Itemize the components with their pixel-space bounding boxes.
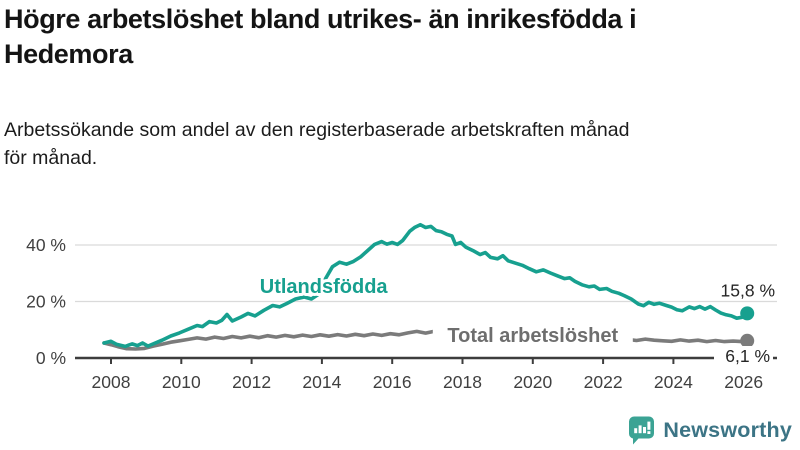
chart-title-line2: Hedemora <box>4 39 133 69</box>
x-tick-label-2026: 2026 <box>724 372 763 392</box>
y-tick-label-0: 0 % <box>36 348 66 368</box>
x-tick-label-2022: 2022 <box>584 372 623 392</box>
chart-subtitle-line1: Arbetssökande som andel av den registerb… <box>4 119 630 141</box>
total-arbetsloshet-label-bg <box>432 324 633 347</box>
utlandsfodda-end-label: 15,8 % <box>721 280 775 300</box>
total-arbetsloshet-end-dot <box>740 333 755 348</box>
x-tick-label-2008: 2008 <box>92 372 131 392</box>
x-tick-label-2014: 2014 <box>302 372 341 392</box>
x-tick-label-2024: 2024 <box>654 372 693 392</box>
total-end-label: 6,1 % <box>725 346 770 366</box>
x-tick-label-2020: 2020 <box>513 372 552 392</box>
y-tick-label-20: 20 % <box>26 292 66 312</box>
chart-subtitle: Arbetssökande som andel av den registerb… <box>4 116 784 172</box>
chart-title: Högre arbetslöshet bland utrikes- än inr… <box>4 2 784 72</box>
total-arbetsloshet-series-label: Total arbetslöshet <box>447 325 618 347</box>
total-arbetsloshet-line <box>102 329 749 351</box>
chart-subtitle-line2: för månad. <box>4 147 98 169</box>
x-tick-label-2012: 2012 <box>232 372 271 392</box>
utlandsfodda-end-dot <box>740 306 755 321</box>
newsworthy-bubble-chart-icon <box>629 416 655 445</box>
total-end-label-bg <box>714 346 773 367</box>
newsworthy-wordmark: Newsworthy <box>663 418 792 442</box>
x-tick-label-2018: 2018 <box>443 372 482 392</box>
x-tick-label-2010: 2010 <box>162 372 201 392</box>
utlandsfodda-line <box>102 222 749 349</box>
x-tick-label-2016: 2016 <box>373 372 412 392</box>
utlandsfodda-series-label: Utlandsfödda <box>260 276 389 298</box>
newsworthy-logo[interactable]: Newsworthy <box>628 416 792 445</box>
y-tick-label-40: 40 % <box>26 235 66 255</box>
chart-title-line1: Högre arbetslöshet bland utrikes- än inr… <box>4 4 637 34</box>
